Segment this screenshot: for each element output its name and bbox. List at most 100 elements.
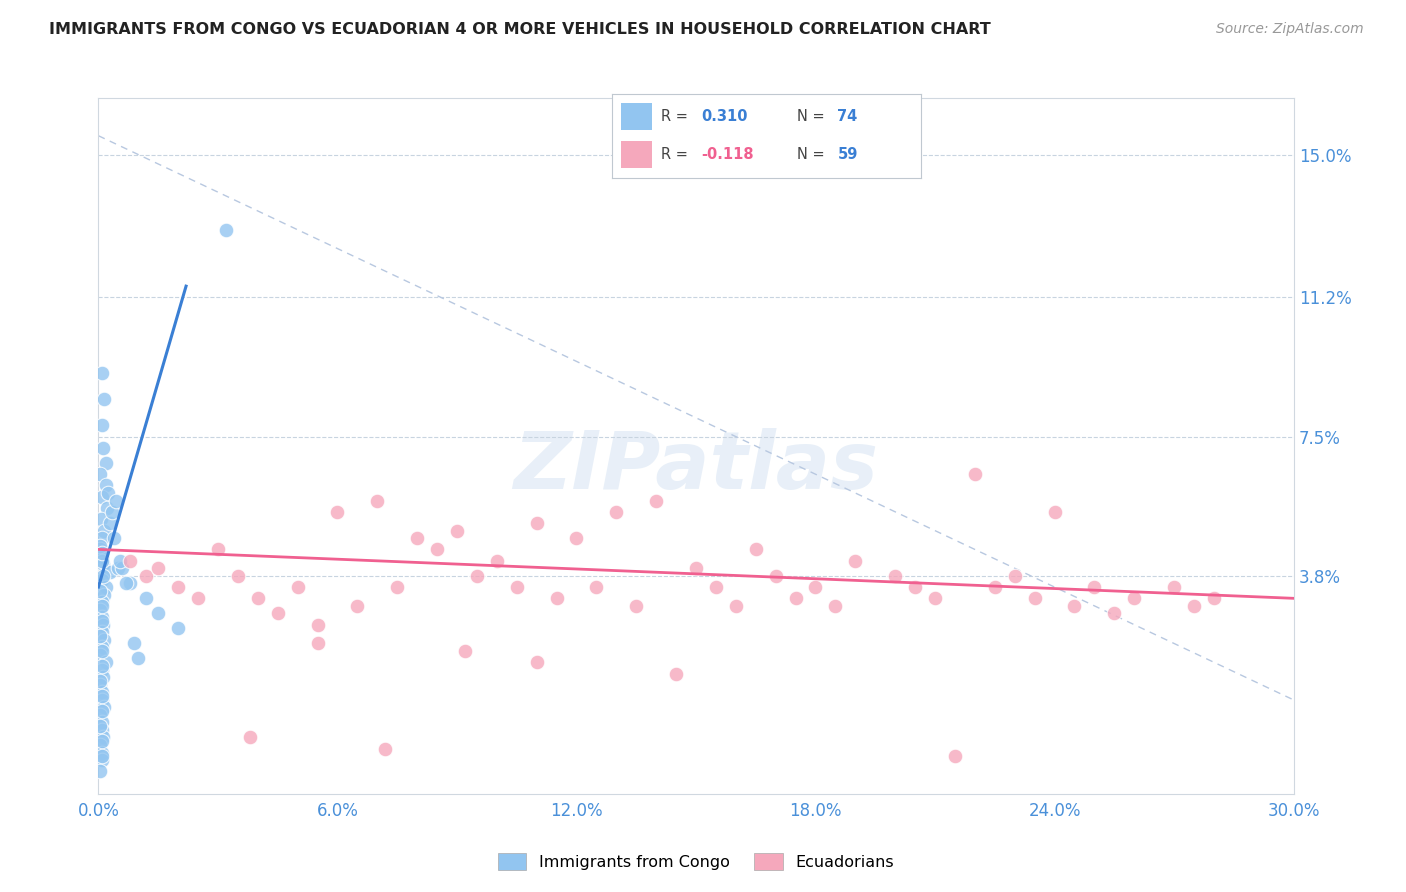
Point <box>406 531 429 545</box>
Point <box>1163 580 1185 594</box>
Point <box>239 731 262 745</box>
Point <box>267 607 290 621</box>
Point <box>1043 505 1066 519</box>
Point <box>90 644 112 658</box>
Point <box>91 723 114 737</box>
Point <box>91 610 114 624</box>
Point <box>207 542 229 557</box>
Point <box>90 512 112 526</box>
Point <box>89 707 111 722</box>
Point <box>89 719 111 733</box>
Point <box>307 617 329 632</box>
Point <box>89 542 111 557</box>
Point <box>135 591 157 606</box>
Point <box>96 655 118 669</box>
Point <box>91 670 114 684</box>
Point <box>785 591 807 606</box>
Point <box>124 636 146 650</box>
Point <box>167 621 190 635</box>
Point <box>91 617 114 632</box>
Point <box>724 599 747 613</box>
Point <box>1083 580 1105 594</box>
Point <box>90 599 112 613</box>
Point <box>93 392 115 406</box>
Point <box>91 731 114 745</box>
Point <box>426 542 449 557</box>
Text: 0.310: 0.310 <box>702 109 748 124</box>
Point <box>89 467 111 482</box>
Point <box>93 524 115 538</box>
Point <box>90 595 112 609</box>
Point <box>91 704 114 718</box>
Point <box>89 678 111 692</box>
Point <box>884 568 907 582</box>
Point <box>97 486 120 500</box>
Text: R =: R = <box>661 147 693 162</box>
Point <box>1123 591 1146 606</box>
Point <box>1182 599 1205 613</box>
Point <box>89 583 111 598</box>
Point <box>93 588 115 602</box>
Point <box>90 715 112 730</box>
Point <box>844 554 866 568</box>
Point <box>96 456 118 470</box>
Point <box>127 651 149 665</box>
Point <box>105 493 128 508</box>
Point <box>446 524 468 538</box>
Point <box>98 516 122 530</box>
Point <box>704 580 727 594</box>
Text: ZIPatlas: ZIPatlas <box>513 428 879 506</box>
Point <box>605 505 627 519</box>
Point <box>93 700 115 714</box>
Point <box>89 764 111 779</box>
Point <box>111 561 134 575</box>
Point <box>89 674 111 689</box>
Point <box>148 607 170 621</box>
Point <box>215 223 238 237</box>
Point <box>90 685 112 699</box>
Point <box>91 749 114 764</box>
Point <box>1004 568 1026 582</box>
Point <box>120 554 142 568</box>
Point <box>135 568 157 582</box>
Bar <box>621 141 652 169</box>
Point <box>94 478 117 492</box>
Point <box>187 591 209 606</box>
Point <box>90 554 112 568</box>
Point <box>943 749 966 764</box>
Point <box>626 599 648 613</box>
Point <box>120 576 142 591</box>
Point <box>246 591 269 606</box>
Text: IMMIGRANTS FROM CONGO VS ECUADORIAN 4 OR MORE VEHICLES IN HOUSEHOLD CORRELATION : IMMIGRANTS FROM CONGO VS ECUADORIAN 4 OR… <box>49 22 991 37</box>
Text: -0.118: -0.118 <box>702 147 754 162</box>
Point <box>506 580 529 594</box>
Point <box>745 542 768 557</box>
Point <box>91 659 114 673</box>
Point <box>91 614 114 628</box>
Point <box>585 580 607 594</box>
Point <box>91 558 114 572</box>
Point <box>1104 607 1126 621</box>
Point <box>904 580 927 594</box>
Point <box>115 576 138 591</box>
Text: Source: ZipAtlas.com: Source: ZipAtlas.com <box>1216 22 1364 37</box>
Text: N =: N = <box>797 109 830 124</box>
Point <box>89 539 111 553</box>
Point <box>103 531 125 545</box>
Point <box>665 666 688 681</box>
Point <box>765 568 787 582</box>
Point <box>91 366 114 380</box>
Point <box>91 531 114 545</box>
Point <box>90 549 112 564</box>
Point <box>924 591 946 606</box>
Legend: Immigrants from Congo, Ecuadorians: Immigrants from Congo, Ecuadorians <box>491 847 901 876</box>
Point <box>91 693 114 707</box>
Point <box>89 648 111 662</box>
Point <box>824 599 846 613</box>
Point <box>89 602 111 616</box>
Point <box>101 505 124 519</box>
Text: 59: 59 <box>838 147 858 162</box>
Point <box>485 554 508 568</box>
Point <box>804 580 827 594</box>
Point <box>645 493 668 508</box>
